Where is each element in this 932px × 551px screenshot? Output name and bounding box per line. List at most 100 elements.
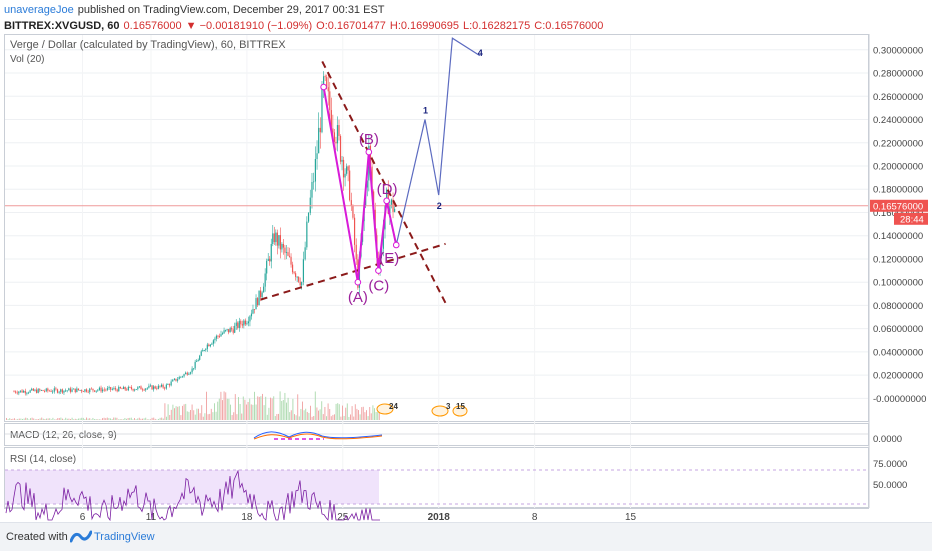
- volume-bar: [46, 418, 47, 420]
- volume-bar: [375, 411, 377, 420]
- wave-point-marker[interactable]: [320, 83, 327, 91]
- candle-body: [352, 206, 354, 218]
- volume-bar: [212, 412, 214, 420]
- event-badge-2[interactable]: 3: [431, 402, 451, 417]
- price-tick-label: -0.00000000: [873, 394, 926, 405]
- abcde-wave-path[interactable]: [322, 86, 398, 283]
- wave-point-marker[interactable]: [392, 241, 400, 249]
- candle-body: [170, 381, 172, 386]
- candle-body: [173, 378, 175, 380]
- volume-bar: [167, 404, 169, 420]
- volume-bar: [250, 404, 252, 420]
- volume-bar: [313, 416, 315, 420]
- candle-body: [90, 388, 92, 390]
- candle-body: [390, 199, 393, 205]
- volume-bar: [236, 414, 238, 420]
- candle-body: [199, 355, 201, 360]
- candle-body: [196, 361, 198, 363]
- volume-bar: [50, 419, 52, 420]
- candle-body: [113, 388, 115, 390]
- volume-bar: [342, 405, 343, 420]
- volume-bar: [372, 405, 374, 420]
- candle-body: [386, 189, 388, 206]
- volume-bar: [306, 411, 308, 420]
- volume-bar: [354, 404, 356, 420]
- volume-bar: [116, 417, 118, 420]
- wave-label-b: (B): [359, 131, 379, 148]
- candle-body: [221, 333, 224, 335]
- volume-bar: [44, 419, 46, 420]
- volume-bar: [255, 404, 257, 420]
- candle-body: [241, 324, 243, 326]
- main-pane[interactable]: [4, 34, 869, 422]
- candle-body: [353, 217, 356, 245]
- wave-point-marker[interactable]: [383, 197, 390, 205]
- volume-bar: [244, 399, 246, 420]
- price-tick-label: 0.28000000: [873, 69, 923, 80]
- event-badge-3[interactable]: 15: [452, 402, 468, 417]
- projection-path[interactable]: [395, 37, 481, 246]
- volume-bar: [146, 419, 148, 420]
- tradingview-logo-icon[interactable]: [70, 529, 92, 543]
- candle-body: [39, 389, 41, 391]
- price-change: ▼ −0.00181910 (−1.09%): [185, 20, 313, 32]
- chart-svg[interactable]: 0.30000000 0.28000000 0.26000000 0.24000000…: [4, 34, 928, 522]
- candle-body: [37, 389, 39, 393]
- candle-body: [330, 110, 332, 129]
- date-axis-labels: 6 11 18 25 2018 8 15: [80, 512, 637, 522]
- candle-body: [267, 258, 269, 261]
- candle-body: [350, 200, 352, 207]
- candle-body: [188, 373, 190, 375]
- candle-body: [344, 173, 346, 178]
- candle-body: [285, 252, 288, 253]
- candle-body: [116, 389, 118, 392]
- volume-bar: [346, 403, 348, 420]
- candle-body: [71, 389, 73, 392]
- wave-point-marker[interactable]: [365, 148, 373, 156]
- volume-bar: [113, 417, 115, 420]
- candle-body: [145, 388, 147, 391]
- volume-bar: [159, 417, 161, 420]
- volume-bar: [180, 415, 182, 420]
- volume-bar: [33, 418, 35, 420]
- event-badge-1[interactable]: 24: [376, 402, 398, 415]
- chart-area[interactable]: 0.30000000 0.28000000 0.26000000 0.24000000…: [4, 34, 928, 522]
- publish-line: unaverageJoe published on TradingView.com…: [4, 2, 607, 18]
- candle-body: [156, 388, 158, 390]
- volume-bar: [276, 414, 278, 420]
- candle-body: [288, 255, 291, 257]
- date-tick-label: 8: [532, 512, 538, 522]
- symbol-label[interactable]: BITTREX:XVGUSD, 60: [4, 20, 120, 32]
- volume-bar: [273, 396, 275, 420]
- wave-point-marker[interactable]: [354, 278, 362, 286]
- volume-bar: [63, 419, 65, 420]
- candle-body: [293, 272, 295, 274]
- candle-body: [181, 376, 184, 378]
- volume-bar: [340, 416, 342, 420]
- volume-bar: [119, 419, 121, 420]
- upper-trendline[interactable]: [321, 60, 447, 304]
- candle-body: [314, 158, 316, 182]
- volume-bar: [130, 417, 132, 420]
- macd-pane[interactable]: [4, 423, 869, 446]
- author-link[interactable]: unaverageJoe: [4, 4, 74, 16]
- candle-body: [23, 390, 25, 393]
- wave-point-marker[interactable]: [375, 267, 382, 274]
- candle-body: [82, 391, 84, 393]
- volume-bar: [182, 405, 183, 420]
- candle-body: [93, 390, 96, 392]
- candle-body: [261, 292, 263, 298]
- volume-bar: [378, 411, 380, 420]
- candle-body: [371, 166, 373, 192]
- lower-trendline[interactable]: [260, 242, 446, 301]
- tradingview-brand-link[interactable]: TradingView: [94, 531, 155, 543]
- candle-body: [256, 298, 259, 306]
- volume-bar: [337, 403, 339, 420]
- candle-body: [381, 248, 383, 255]
- volume-bar: [73, 419, 75, 420]
- volume-bar: [318, 410, 319, 420]
- volume-bar: [108, 418, 110, 420]
- wave-label-c: (C): [368, 278, 389, 295]
- volume-bar: [68, 418, 70, 420]
- candle-body: [255, 298, 257, 310]
